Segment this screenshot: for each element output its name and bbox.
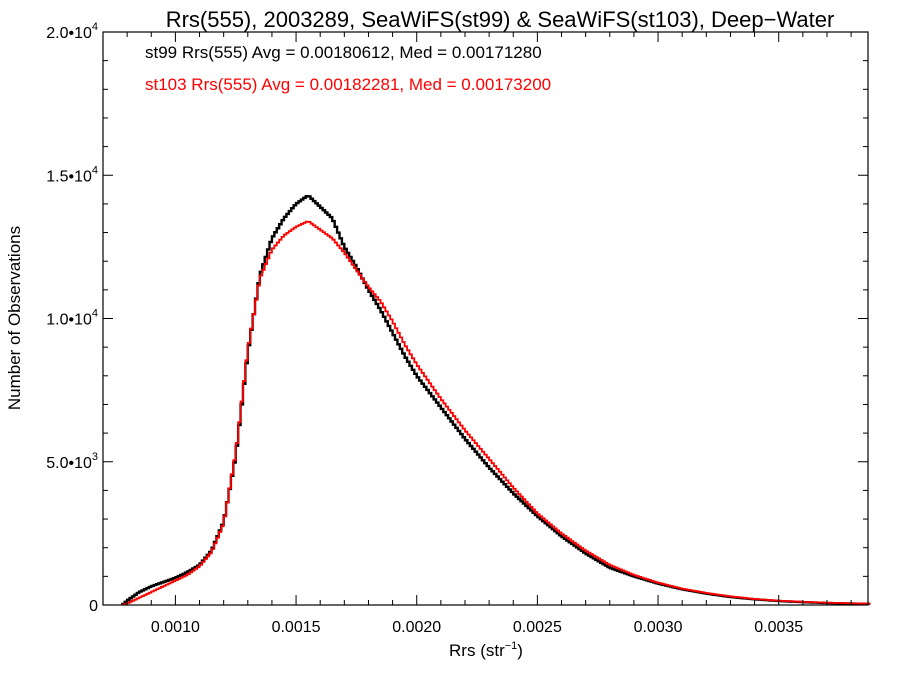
series-st99-line [121,194,871,606]
series-st103-line [121,220,871,606]
legend-entry-st99: st99 Rrs(555) Avg = 0.00180612, Med = 0.… [145,43,542,62]
x-axis-label: Rrs (str−1) [449,640,523,660]
legend-entry-st103: st103 Rrs(555) Avg = 0.00182281, Med = 0… [145,75,551,94]
y-tick-label: 1.0•104 [46,308,98,329]
y-tick-label: 5.0•103 [46,451,98,472]
x-tick-label: 0.0015 [272,619,321,636]
x-tick-label: 0.0010 [151,619,200,636]
x-tick-label: 0.0030 [634,619,683,636]
y-axis-label: Number of Observations [5,226,24,410]
x-tick-label: 0.0035 [754,619,803,636]
y-axis-ticks: 0 5.0•103 1.0•104 1.5•104 2.0•104 [46,21,868,615]
x-tick-label: 0.0025 [513,619,562,636]
x-tick-label: 0.0020 [392,619,441,636]
y-tick-label: 2.0•104 [46,21,98,42]
series-layer [121,194,871,606]
plot-frame [102,31,869,606]
y-tick-label: 1.5•104 [46,164,98,185]
y-tick-label: 0 [89,598,98,615]
x-axis-ticks: 0.0010 0.0015 0.0020 0.0025 0.0030 0.0035 [102,32,852,636]
chart-title: Rrs(555), 2003289, SeaWiFS(st99) & SeaWi… [166,7,835,32]
